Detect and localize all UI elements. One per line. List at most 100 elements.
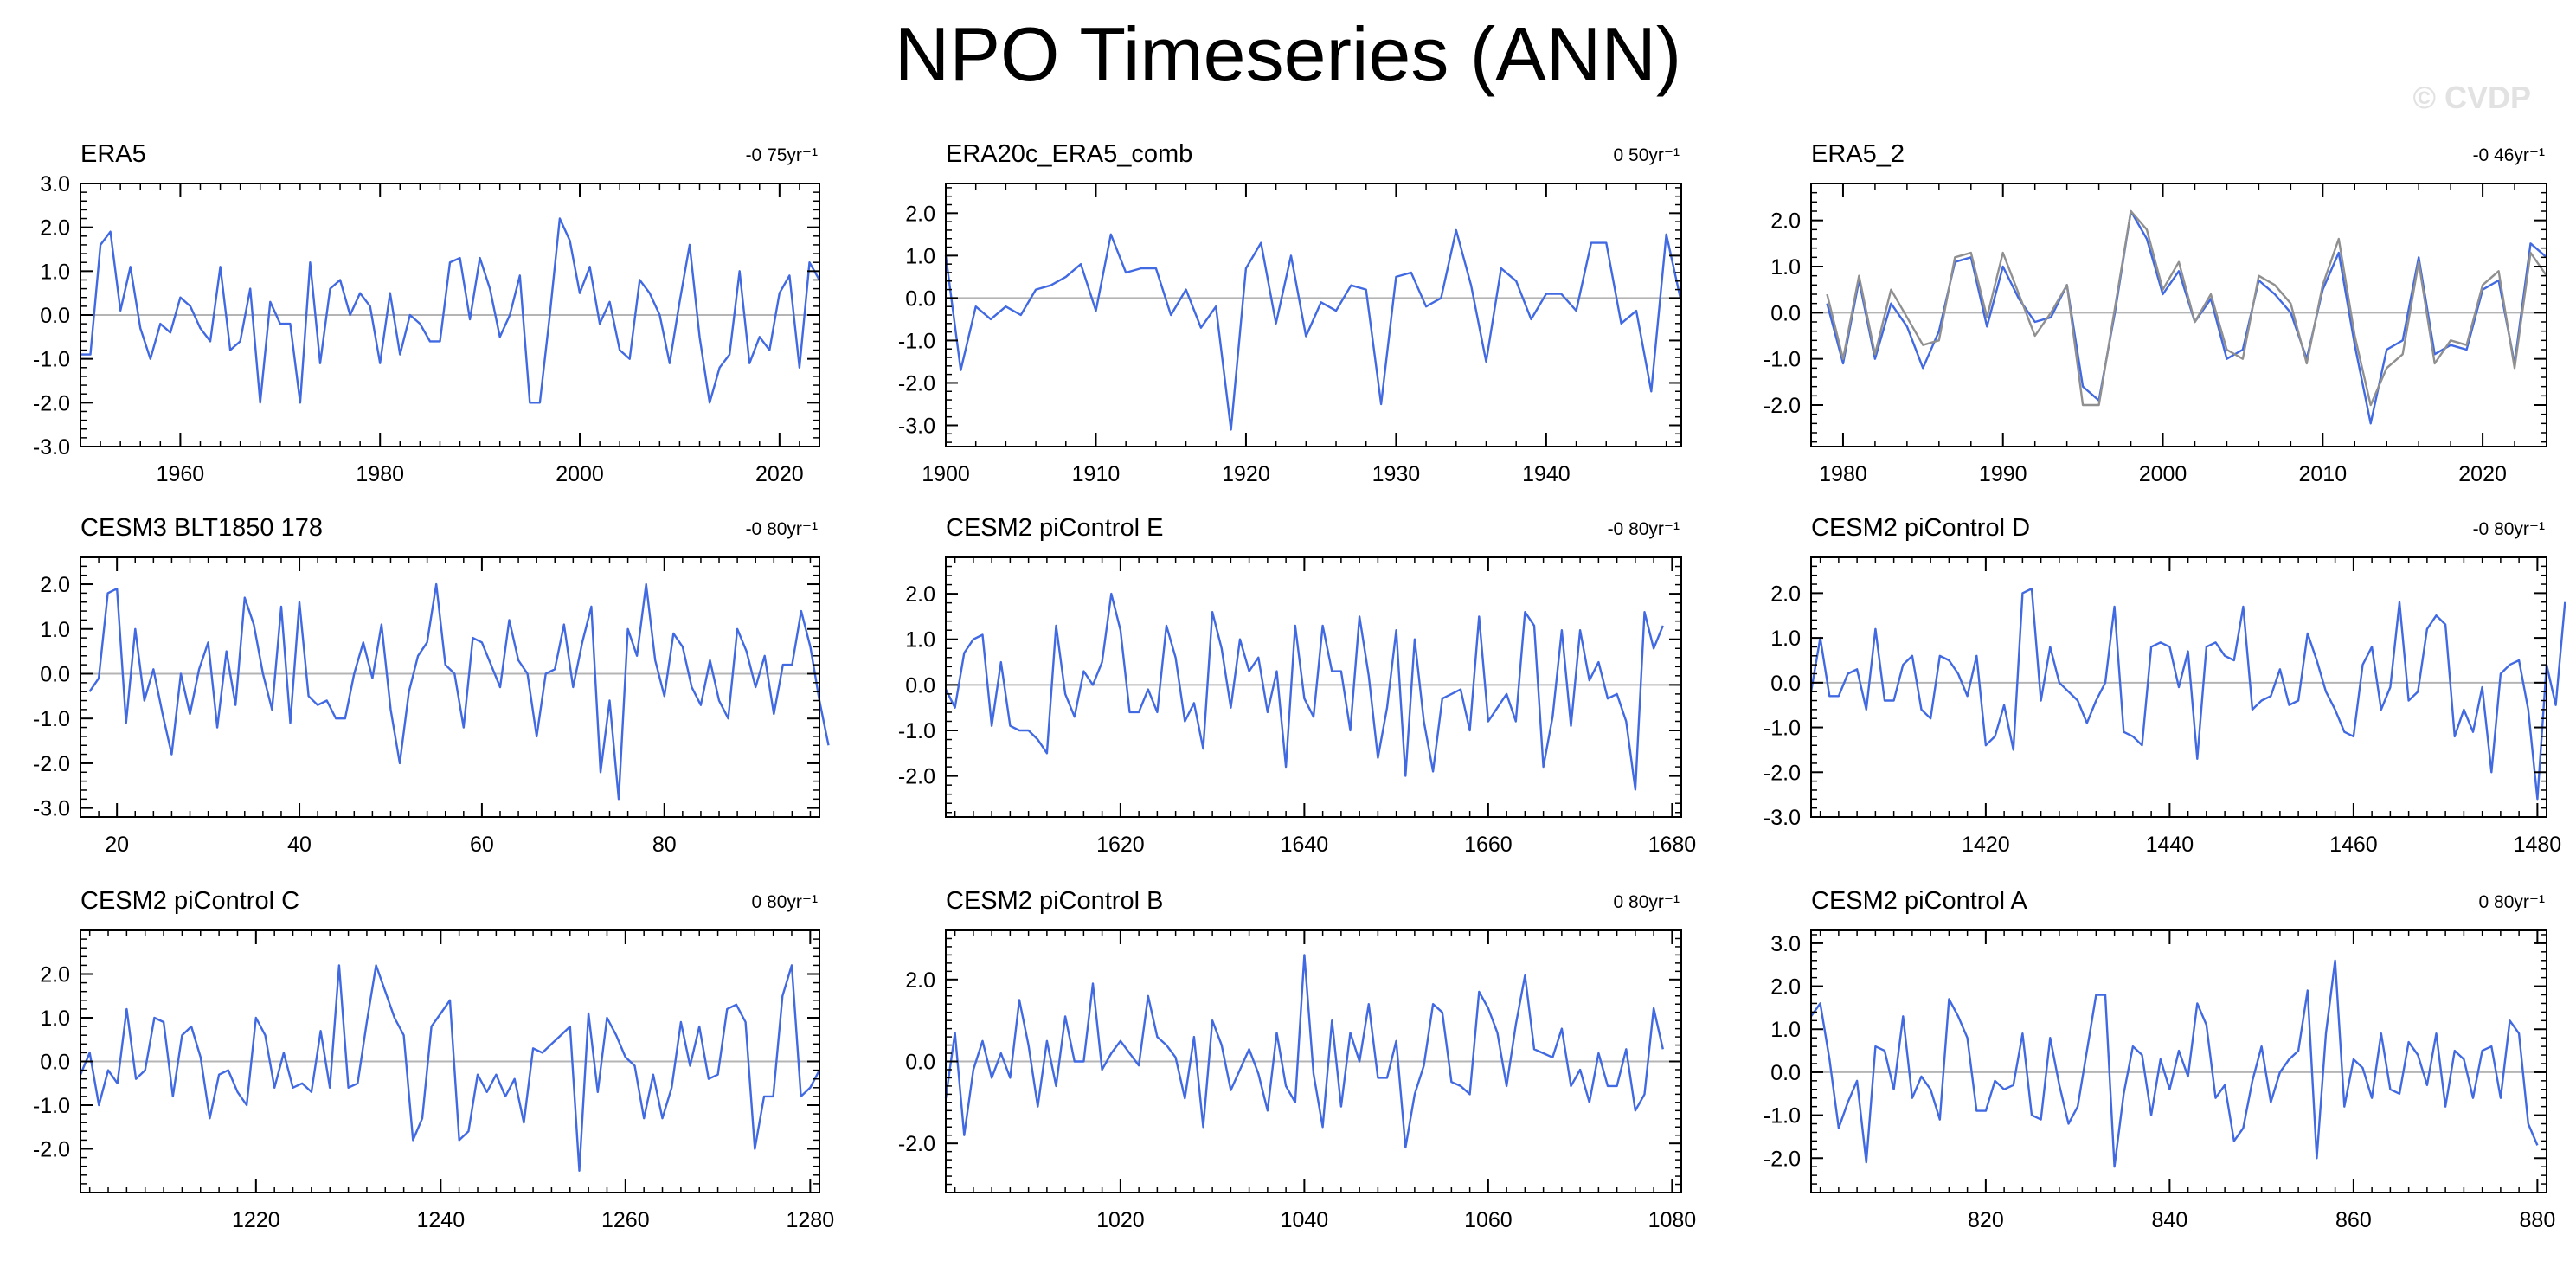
y-tick-label: 1.0 [1770,627,1801,651]
x-tick-label: 1260 [601,1208,650,1232]
y-tick-label: -3.0 [33,797,70,821]
x-tick-label: 1080 [1648,1208,1697,1232]
x-tick-label: 1940 [1522,462,1571,486]
y-tick-label: -2.0 [898,371,935,396]
x-tick-label: 1640 [1281,833,1329,857]
panel-title: ERA5 [80,140,146,168]
y-tick-label: -1.0 [1763,717,1801,741]
x-tick-label: 1680 [1648,833,1697,857]
x-tick-label: 60 [470,833,494,857]
y-tick-label: 0.0 [1770,301,1801,325]
series-line [80,217,821,404]
x-tick-label: 1480 [2514,833,2562,857]
x-tick-label: 880 [2520,1208,2556,1232]
panel-title: CESM3 BLT1850 178 [80,514,323,542]
trend-label: -0 80yr⁻¹ [746,519,818,539]
x-tick-label: 1920 [1222,462,1270,486]
chart-panel: 1980 1990 2000 2010 2020 2.0 1.0 0.0 -1.0 -2.0 ERA… [1763,140,2547,486]
x-tick-label: 1460 [2329,833,2378,857]
x-tick-label: 1420 [1962,833,2010,857]
y-tick-label: -2.0 [898,1132,935,1156]
y-tick-label: 0.0 [905,673,935,698]
y-tick-label: 0.0 [905,1051,935,1075]
y-tick-label: 0.0 [905,286,935,311]
trend-label: 0 80yr⁻¹ [2479,892,2545,912]
x-tick-label: 1980 [1819,462,1867,486]
x-tick-label: 860 [2335,1208,2372,1232]
y-tick-label: 2.0 [1770,209,1801,234]
trend-label: -0 80yr⁻¹ [2473,519,2545,539]
y-tick-label: 3.0 [40,172,70,196]
y-tick-label: 2.0 [905,202,935,226]
x-tick-label: 40 [287,833,312,857]
series-line [79,964,821,1173]
x-tick-label: 1620 [1096,833,1145,857]
y-tick-label: -2.0 [1763,394,1801,418]
x-tick-label: 1980 [356,462,404,486]
x-tick-label: 2000 [556,462,604,486]
panel-title: ERA20c_ERA5_comb [946,140,1192,168]
y-tick-label: -2.0 [1763,1147,1801,1171]
chart-panel: 1900 1910 1920 1930 1940 2.0 1.0 0.0 -1.0 -2.0 -3.… [898,140,1683,486]
y-tick-label: 0.0 [1770,672,1801,696]
panel-title: CESM2 piControl B [946,887,1163,915]
y-tick-label: 2.0 [1770,975,1801,1000]
y-tick-label: 2.0 [905,968,935,993]
series-line [1826,209,2547,425]
y-tick-label: -1.0 [898,719,935,743]
plot-frame [1810,929,2547,1193]
x-tick-label: 1280 [787,1208,835,1232]
y-tick-label: 0.0 [40,662,70,686]
plot-frame [1810,556,2547,818]
panel-title: ERA5_2 [1811,140,1905,168]
y-tick-label: 3.0 [1770,932,1801,956]
chart-panel: 1420 1440 1460 1480 2.0 1.0 0.0 -1.0 -2.0 -3.0 CES… [1763,514,2566,857]
x-tick-label: 80 [652,833,677,857]
plot-frame [80,556,820,818]
plot-frame [945,556,1682,818]
reference-series-line [1826,209,2547,407]
series-line [944,228,1683,431]
panel-title: CESM2 piControl A [1811,887,2027,915]
series-line [88,582,830,801]
y-tick-label: -1.0 [1763,348,1801,372]
page-title: NPO Timeseries (ANN) [894,11,1682,97]
y-tick-label: -1.0 [898,329,935,353]
y-tick-label: 2.0 [40,963,70,987]
x-tick-label: 2010 [2298,462,2347,486]
y-tick-label: 2.0 [905,582,935,607]
x-tick-label: 1960 [157,462,205,486]
y-tick-label: 1.0 [40,618,70,642]
y-tick-label: 1.0 [1770,1018,1801,1042]
y-tick-label: -3.0 [898,414,935,438]
y-tick-label: 1.0 [40,260,70,284]
trend-label: -0 80yr⁻¹ [1608,519,1680,539]
y-tick-label: -2.0 [33,752,70,776]
panel-title: CESM2 piControl C [80,887,299,915]
watermark-logo: © CVDP [2412,80,2531,115]
chart-panel: 820 840 860 880 3.0 2.0 1.0 0.0 -1.0 -2.0 CESM2 pi… [1763,887,2555,1232]
y-tick-label: -3.0 [1763,806,1801,830]
x-tick-label: 820 [1968,1208,2004,1232]
series-line [944,592,1664,791]
y-tick-label: 0.0 [1770,1061,1801,1085]
x-tick-label: 20 [105,833,129,857]
trend-label: 0 50yr⁻¹ [1614,145,1680,165]
chart-panel: 1020 1040 1060 1080 2.0 0.0 -2.0 CESM2 piContro… [898,887,1696,1232]
y-tick-label: 2.0 [40,216,70,241]
x-tick-label: 1660 [1464,833,1513,857]
trend-label: 0 80yr⁻¹ [1614,892,1680,912]
chart-panel: 1960 1980 2000 2020 3.0 2.0 1.0 0.0 -1.0 -2.0 -3.0… [33,140,821,486]
x-tick-label: 840 [2152,1208,2188,1232]
y-tick-label: 1.0 [905,244,935,268]
series-line [944,954,1664,1149]
x-tick-label: 2000 [2139,462,2187,486]
trend-label: -0 75yr⁻¹ [746,145,818,165]
y-tick-label: -1.0 [33,707,70,731]
y-tick-label: 1.0 [905,628,935,653]
x-tick-label: 1020 [1096,1208,1145,1232]
trend-label: 0 80yr⁻¹ [752,892,818,912]
y-tick-label: 2.0 [40,573,70,597]
y-tick-label: -2.0 [898,765,935,789]
